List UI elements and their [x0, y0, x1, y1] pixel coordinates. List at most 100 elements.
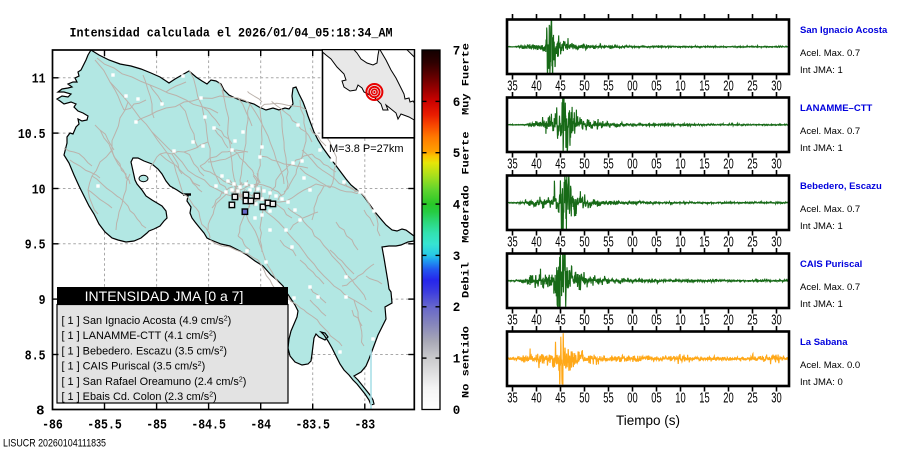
- svg-text:[ 1 ] Bebedero. Escazu (3.5 cm: [ 1 ] Bebedero. Escazu (3.5 cm/s2): [62, 345, 228, 357]
- svg-text:3: 3: [453, 250, 461, 264]
- svg-text:20: 20: [723, 391, 733, 407]
- svg-text:15: 15: [699, 391, 709, 407]
- svg-text:50: 50: [579, 391, 589, 407]
- svg-text:8.5: 8.5: [25, 348, 46, 364]
- svg-text:10: 10: [675, 313, 685, 329]
- svg-text:Acel. Max. 0.7: Acel. Max. 0.7: [800, 204, 860, 215]
- svg-text:00: 00: [627, 235, 637, 251]
- svg-text:Moderado: Moderado: [461, 185, 473, 243]
- svg-text:[ 1 ] Ebais Cd. Colon (2.3 cm/: [ 1 ] Ebais Cd. Colon (2.3 cm/s2): [62, 391, 217, 403]
- svg-text:[ 1 ] San Ignacio Acosta (4.9: [ 1 ] San Ignacio Acosta (4.9 cm/s2): [62, 315, 232, 327]
- svg-text:55: 55: [603, 157, 613, 173]
- svg-text:Acel. Max. 0.7: Acel. Max. 0.7: [800, 126, 860, 137]
- svg-text:[ 1 ] San Rafael Oreamuno (2.4: [ 1 ] San Rafael Oreamuno (2.4 cm/s2): [62, 376, 247, 388]
- svg-text:-86: -86: [42, 418, 63, 434]
- svg-text:2: 2: [453, 301, 461, 315]
- svg-text:50: 50: [579, 157, 589, 173]
- svg-text:Acel. Max. 0.0: Acel. Max. 0.0: [800, 360, 860, 371]
- svg-text:-83: -83: [354, 418, 375, 434]
- svg-text:Tiempo (s): Tiempo (s): [616, 413, 680, 428]
- svg-text:45: 45: [555, 79, 565, 95]
- svg-text:55: 55: [603, 235, 613, 251]
- svg-text:40: 40: [531, 313, 541, 329]
- svg-text:10: 10: [675, 235, 685, 251]
- svg-text:45: 45: [555, 157, 565, 173]
- svg-text:20: 20: [723, 157, 733, 173]
- svg-text:11: 11: [32, 72, 46, 88]
- svg-text:05: 05: [651, 79, 661, 95]
- svg-text:8: 8: [36, 403, 44, 419]
- svg-text:Debil: Debil: [461, 262, 473, 298]
- svg-text:30: 30: [771, 79, 781, 95]
- svg-text:25: 25: [747, 235, 757, 251]
- svg-text:55: 55: [603, 391, 613, 407]
- svg-text:1: 1: [453, 353, 461, 367]
- svg-text:40: 40: [531, 391, 541, 407]
- svg-text:45: 45: [555, 313, 565, 329]
- svg-text:20: 20: [723, 79, 733, 95]
- svg-text:55: 55: [603, 79, 613, 95]
- svg-text:LISUCR 20260104111835: LISUCR 20260104111835: [3, 438, 106, 450]
- svg-text:La Sabana: La Sabana: [800, 337, 848, 348]
- svg-text:00: 00: [627, 313, 637, 329]
- svg-text:25: 25: [747, 313, 757, 329]
- svg-text:Int JMA: 1: Int JMA: 1: [800, 299, 843, 310]
- svg-text:-84.5: -84.5: [191, 418, 226, 434]
- svg-text:25: 25: [747, 157, 757, 173]
- svg-text:5: 5: [453, 147, 461, 161]
- svg-text:50: 50: [579, 79, 589, 95]
- svg-text:6: 6: [453, 96, 461, 110]
- svg-text:30: 30: [771, 235, 781, 251]
- svg-text:[ 1 ] LANAMME-CTT (4.1 cm/s2): [ 1 ] LANAMME-CTT (4.1 cm/s2): [62, 330, 217, 342]
- svg-text:Int JMA: 1: Int JMA: 1: [800, 65, 843, 76]
- svg-text:INTENSIDAD JMA [0 a 7]: INTENSIDAD JMA [0 a 7]: [85, 288, 244, 304]
- svg-text:15: 15: [699, 157, 709, 173]
- svg-text:15: 15: [699, 79, 709, 95]
- svg-text:05: 05: [651, 313, 661, 329]
- svg-text:40: 40: [531, 157, 541, 173]
- svg-text:10: 10: [675, 391, 685, 407]
- svg-text:40: 40: [531, 79, 541, 95]
- svg-text:35: 35: [507, 313, 517, 329]
- svg-text:CAIS Puriscal: CAIS Puriscal: [800, 259, 862, 270]
- svg-text:30: 30: [771, 313, 781, 329]
- svg-text:45: 45: [555, 235, 565, 251]
- svg-text:-85: -85: [146, 418, 167, 434]
- svg-text:15: 15: [699, 235, 709, 251]
- svg-text:4: 4: [453, 199, 461, 213]
- svg-text:10: 10: [675, 157, 685, 173]
- svg-text:05: 05: [651, 157, 661, 173]
- svg-text:M=3.8 P=27km: M=3.8 P=27km: [329, 143, 404, 155]
- svg-text:Bebedero, Escazu: Bebedero, Escazu: [800, 181, 882, 192]
- svg-text:-83.5: -83.5: [295, 418, 330, 434]
- svg-text:45: 45: [555, 391, 565, 407]
- svg-text:San Ignacio Acosta: San Ignacio Acosta: [800, 25, 888, 36]
- svg-text:35: 35: [507, 235, 517, 251]
- svg-text:Fuerte: Fuerte: [461, 131, 473, 174]
- svg-text:35: 35: [507, 79, 517, 95]
- svg-text:10: 10: [675, 79, 685, 95]
- svg-text:20: 20: [723, 235, 733, 251]
- svg-text:15: 15: [699, 313, 709, 329]
- svg-text:00: 00: [627, 79, 637, 95]
- svg-text:50: 50: [579, 313, 589, 329]
- svg-text:Muy Fuerte: Muy Fuerte: [461, 43, 473, 115]
- svg-text:No sentido: No sentido: [461, 326, 473, 398]
- svg-text:55: 55: [603, 313, 613, 329]
- svg-text:50: 50: [579, 235, 589, 251]
- svg-text:Acel. Max. 0.7: Acel. Max. 0.7: [800, 282, 860, 293]
- svg-text:9: 9: [39, 293, 46, 309]
- svg-text:25: 25: [747, 391, 757, 407]
- svg-text:7: 7: [453, 44, 461, 58]
- svg-text:00: 00: [627, 391, 637, 407]
- svg-text:Int JMA: 1: Int JMA: 1: [800, 143, 843, 154]
- svg-text:00: 00: [627, 157, 637, 173]
- svg-text:05: 05: [651, 235, 661, 251]
- svg-text:Intensidad calculada el 2026/0: Intensidad calculada el 2026/01/04_05:18…: [70, 26, 393, 41]
- svg-text:10: 10: [32, 182, 46, 198]
- svg-text:35: 35: [507, 391, 517, 407]
- svg-text:35: 35: [507, 157, 517, 173]
- svg-text:-85.5: -85.5: [87, 418, 122, 434]
- svg-text:[ 1 ] CAIS Puriscal (3.5 cm/s2: [ 1 ] CAIS Puriscal (3.5 cm/s2): [62, 361, 206, 373]
- svg-text:Int JMA: 1: Int JMA: 1: [800, 221, 843, 232]
